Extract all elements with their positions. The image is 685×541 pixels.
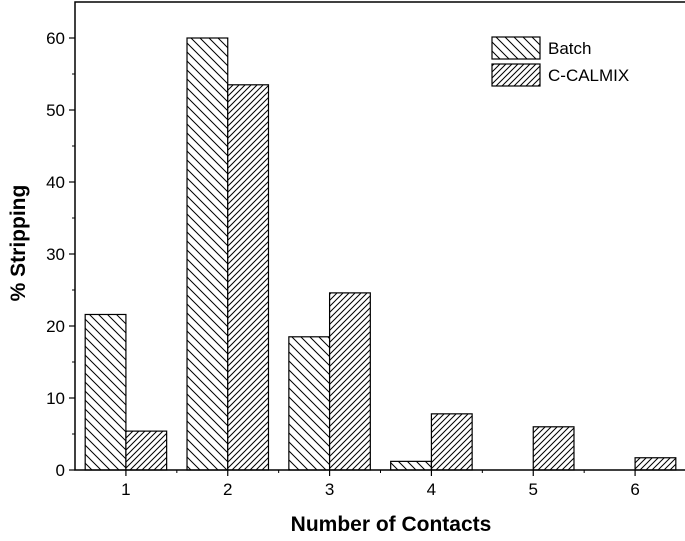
bar-c-calmix-3 bbox=[328, 292, 371, 471]
y-tick-label: 0 bbox=[56, 461, 65, 480]
legend-label-batch: Batch bbox=[548, 39, 591, 58]
bar-c-calmix-1 bbox=[125, 430, 168, 471]
y-tick-label: 30 bbox=[46, 245, 65, 264]
legend-swatch-c-calmix bbox=[491, 63, 541, 87]
x-tick-label: 6 bbox=[630, 480, 639, 499]
y-tick-label: 60 bbox=[46, 29, 65, 48]
bar-batch-2 bbox=[186, 37, 229, 471]
bar-c-calmix-2 bbox=[227, 84, 270, 471]
bar-batch-1 bbox=[84, 313, 127, 471]
x-tick-label: 4 bbox=[427, 480, 436, 499]
x-axis-label: Number of Contacts bbox=[291, 513, 492, 536]
legend-swatch-batch bbox=[491, 36, 541, 60]
x-tick-label: 5 bbox=[529, 480, 538, 499]
bar-batch-3 bbox=[288, 336, 331, 471]
legend-label-c-calmix: C-CALMIX bbox=[548, 66, 629, 85]
bar-batch-4 bbox=[390, 460, 433, 471]
bar-c-calmix-4 bbox=[430, 413, 473, 471]
y-tick-label: 40 bbox=[46, 173, 65, 192]
y-tick-label: 20 bbox=[46, 317, 65, 336]
x-tick-label: 2 bbox=[223, 480, 232, 499]
bar-c-calmix-5 bbox=[532, 426, 575, 471]
x-tick-label: 1 bbox=[121, 480, 130, 499]
plot-area bbox=[84, 37, 677, 471]
legend: Batch C-CALMIX bbox=[491, 36, 629, 87]
y-tick-label: 10 bbox=[46, 389, 65, 408]
x-tick-label: 3 bbox=[325, 480, 334, 499]
bar-c-calmix-6 bbox=[634, 457, 677, 471]
y-tick-label: 50 bbox=[46, 101, 65, 120]
y-axis-label: % Stripping bbox=[7, 185, 30, 302]
